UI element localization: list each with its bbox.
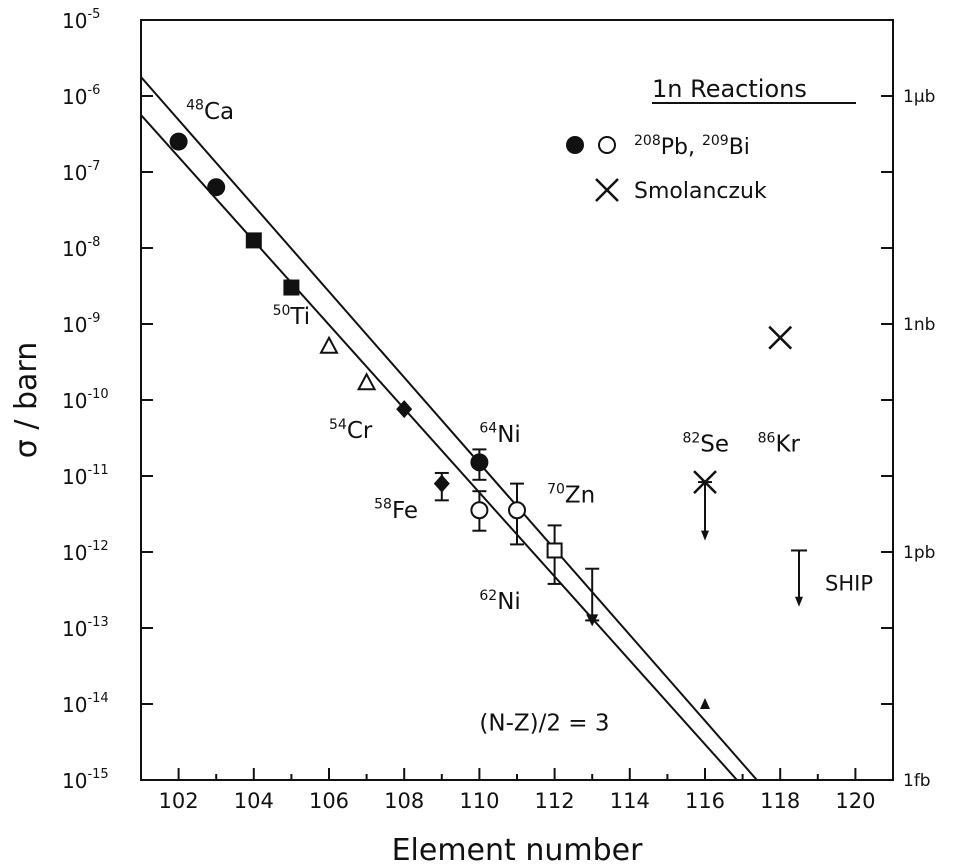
y-axis-title: σ / barn — [9, 342, 44, 458]
y-tick-label: 10-8 — [62, 235, 100, 261]
axis-ticks: 102 104 106 108 110 112 114 116 118 120 10-5 10-6 10… — [62, 7, 935, 813]
filled-diamond-marker — [396, 400, 413, 419]
open-circle-marker — [470, 501, 489, 520]
filled-circle-marker — [169, 132, 188, 151]
reaction-label: (N-Z)/2 = 3 — [479, 711, 609, 737]
x-tick-label: 106 — [309, 789, 349, 813]
reaction-label: 82Se — [682, 430, 729, 457]
plot-frame — [140, 19, 894, 781]
reaction-label: 86Kr — [758, 430, 801, 457]
x-tick-label: 114 — [610, 789, 650, 813]
open-circle-marker — [598, 136, 616, 154]
open-square-marker — [546, 542, 563, 559]
x-tick-label: 104 — [234, 789, 274, 813]
open-triangle-marker — [356, 372, 377, 391]
legend-entry-label: Smolanczuk — [634, 179, 767, 204]
y-tick-label: 10-5 — [62, 7, 100, 33]
filled-diamond-marker — [433, 474, 450, 493]
filled-circle-marker — [470, 453, 489, 472]
legend-entry-label: 208Pb, 209Bi — [634, 133, 750, 160]
y-tick-label: 10-10 — [62, 387, 109, 413]
upper-limit-arrow-head — [701, 530, 709, 541]
filled-square-marker — [245, 232, 262, 249]
filled-circle-marker — [566, 136, 584, 154]
ship-label: SHIP — [825, 571, 873, 595]
legend: 1n Reactions 208Pb, 209Bi Smolanczuk — [566, 75, 856, 204]
reaction-label: 62Ni — [479, 588, 520, 615]
fit-line-1 — [141, 76, 758, 780]
y-tick-label: 10-11 — [62, 463, 109, 489]
y-tick-label: 10-14 — [62, 691, 109, 717]
right-axis-label: 1pb — [903, 543, 935, 563]
y-tick-label: 10-15 — [62, 767, 109, 793]
x-marker — [768, 325, 793, 350]
right-axis-label: 1μb — [903, 87, 935, 107]
x-tick-label: 108 — [384, 789, 424, 813]
x-tick-label: 110 — [459, 789, 499, 813]
x-tick-label: 120 — [835, 789, 875, 813]
x-marker-stroke — [768, 325, 793, 350]
filled-square-marker — [283, 279, 300, 296]
ship-limit-arrow-head — [795, 596, 803, 607]
right-axis-label: 1fb — [903, 771, 931, 791]
reaction-label: 70Zn — [547, 481, 595, 508]
x-marker — [595, 178, 619, 202]
right-axis-label: 1nb — [903, 315, 935, 335]
y-tick-label: 10-7 — [62, 159, 100, 185]
reaction-label: 54Cr — [329, 417, 373, 444]
open-circle-marker — [508, 501, 526, 520]
x-tick-label: 102 — [159, 789, 199, 813]
fit-line-2 — [141, 114, 738, 780]
open-triangle-marker — [319, 335, 339, 354]
filled-circle-marker — [207, 178, 226, 197]
x-marker-stroke — [693, 470, 717, 494]
annotations: 48Ca 50Ti 54Cr 58Fe 64Ni 62Ni 70Zn 82Se 86Kr (N-Z… — [186, 98, 800, 737]
x-marker-stroke — [595, 178, 619, 202]
data-points: SHIP — [169, 132, 873, 709]
x-marker — [693, 470, 717, 494]
reaction-label: 58Fe — [374, 497, 418, 524]
legend-title: 1n Reactions — [652, 75, 807, 103]
y-tick-label: 10-9 — [62, 311, 100, 337]
filled-down-triangle-marker — [586, 614, 599, 627]
y-tick-label: 10-6 — [62, 83, 100, 109]
y-tick-label: 10-13 — [62, 615, 109, 641]
reaction-label: 50Ti — [273, 303, 311, 330]
reaction-label: 64Ni — [479, 421, 520, 448]
x-tick-label: 112 — [535, 789, 575, 813]
x-axis-title: Element number — [392, 833, 643, 867]
fit-lines — [141, 76, 758, 780]
x-tick-label: 116 — [685, 789, 725, 813]
x-tick-label: 118 — [760, 789, 800, 813]
filled-small-marker — [700, 698, 710, 709]
y-tick-label: 10-12 — [62, 539, 109, 565]
reaction-label: 48Ca — [186, 98, 234, 125]
